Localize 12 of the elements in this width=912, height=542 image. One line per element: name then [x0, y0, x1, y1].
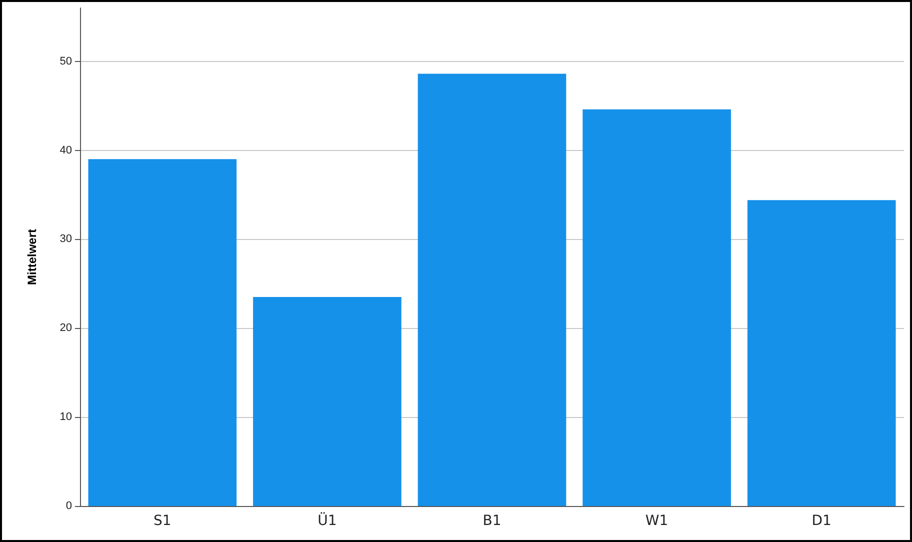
x-tick-label: S1 — [154, 513, 172, 529]
x-tick-label: D1 — [812, 513, 832, 529]
x-tick-label: B1 — [482, 513, 502, 529]
y-tick-label: 30 — [60, 233, 72, 246]
y-axis-title: Mittelwert — [25, 228, 39, 286]
y-tick-label: 20 — [60, 322, 72, 334]
y-tick-label: 0 — [66, 500, 72, 512]
y-tick-label: 40 — [60, 144, 72, 156]
x-tick-label: Ü1 — [318, 512, 337, 529]
y-tick-label: 50 — [60, 55, 72, 68]
x-tick-label: W1 — [645, 513, 668, 529]
y-tick-label: 10 — [60, 411, 72, 424]
